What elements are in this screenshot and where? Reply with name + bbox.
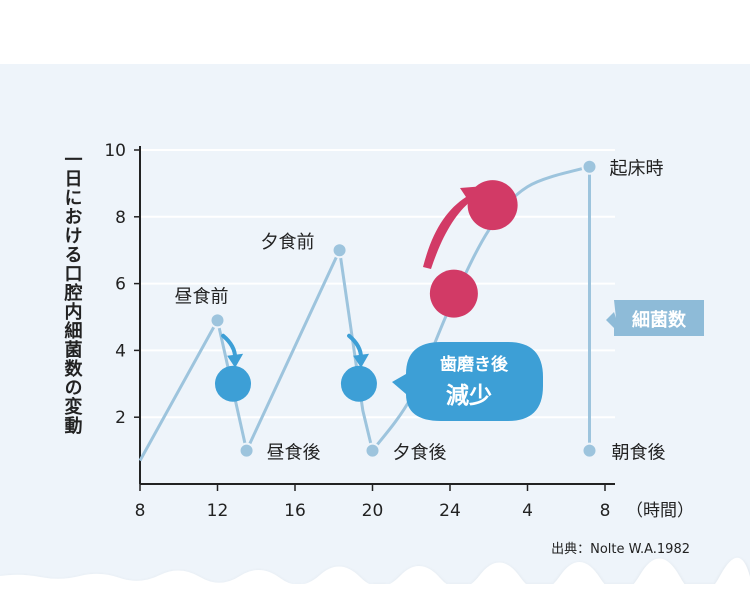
y-tick-label: 2 [115,408,126,428]
down-arrow-head [227,353,244,368]
data-point [209,312,226,329]
y-axis-label: 一日における口腔内細菌数の変動 [62,150,84,435]
data-point [581,442,598,459]
point-label: 夕食後 [393,443,447,464]
axes [139,146,615,485]
point-label: 起床時 [610,159,664,180]
point-label: 夕食前 [261,232,315,253]
x-tick-labels: 8 12 16 20 24 4 8 [135,484,611,521]
callout-line2: 減少 [446,383,492,409]
decrease-marker [215,365,251,402]
point-label: 朝食後 [612,443,666,464]
data-point [331,242,348,259]
decrease-marker [340,365,377,402]
source-note: 出典：Nolte W.A.1982 [551,542,690,557]
x-tick-label: 8 [600,501,611,521]
callout-line1: 歯磨き後 [440,354,509,375]
y-tick-label: 10 [104,141,126,161]
up-arrow [423,186,485,269]
data-point [364,442,381,459]
x-axis-label: （時間） [626,501,694,521]
down-arrow-head [353,353,370,368]
y-tick-label: 4 [115,341,126,361]
x-tick-label: 8 [135,501,146,521]
torn-edge [0,557,750,584]
trend-arrows [221,186,485,368]
data-point [238,442,255,459]
y-tick-label: 8 [115,208,126,228]
x-tick-label: 12 [207,501,229,521]
x-tick-label: 20 [362,501,384,521]
legend-tag: 細菌数 [606,300,704,336]
legend-label: 細菌数 [632,309,687,331]
y-tick-label: 6 [115,275,126,295]
grid-lines [134,149,615,419]
increase-marker [429,269,478,318]
point-label: 昼食前 [175,286,229,307]
x-tick-label: 16 [284,501,306,521]
point-label: 昼食後 [267,443,321,464]
chart-panel: 2 4 6 8 10 8 12 16 20 24 4 8 昼食前 昼食後 夕食前 夕食後 起床時 朝食後 歯磨… [0,64,750,584]
data-point [581,158,598,175]
y-tick-labels: 2 4 6 8 10 [104,141,126,428]
x-tick-label: 4 [522,501,533,521]
x-tick-label: 24 [439,501,461,521]
callout-bubble: 歯磨き後 減少 [392,342,543,421]
